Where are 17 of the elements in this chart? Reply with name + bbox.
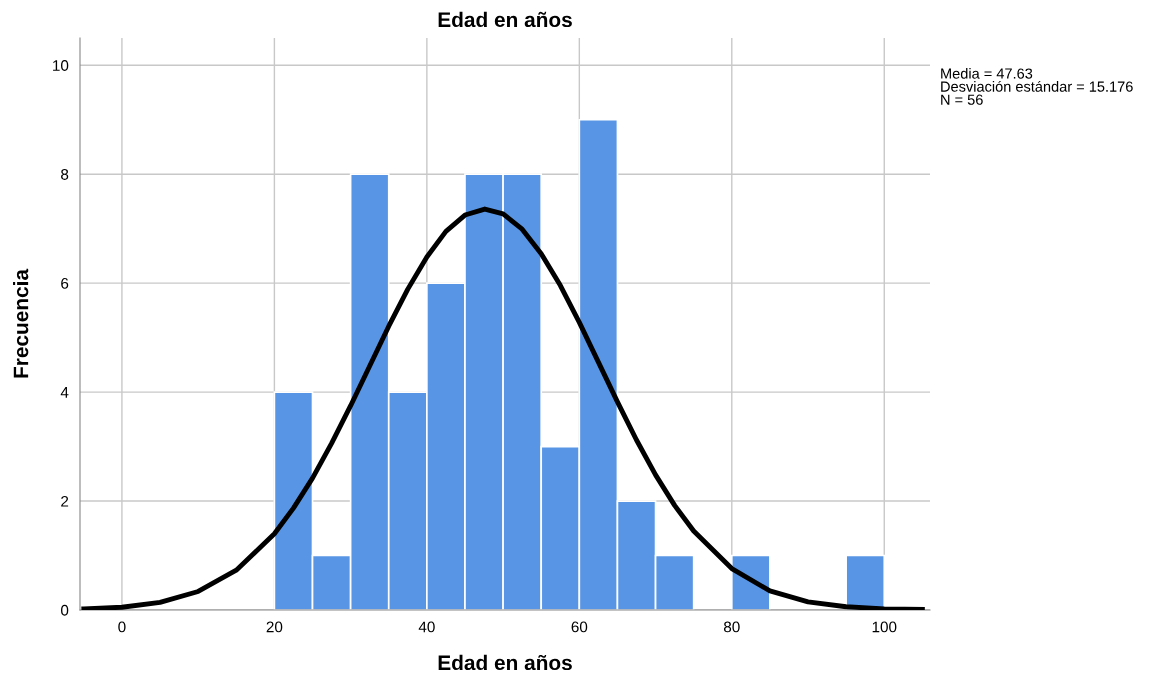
x-tick-label: 40 xyxy=(418,621,435,633)
x-tick-label: 80 xyxy=(723,621,740,633)
text: Media = 47.63 Desviación estándar = 15.176 N = 56 xyxy=(941,68,1133,105)
x-tick-label: 20 xyxy=(266,621,283,633)
line-series xyxy=(81,206,925,610)
y-tick-label: 10 xyxy=(53,60,69,71)
chart-title: Edad en años xyxy=(438,11,572,28)
y-axis-title: Frecuencia xyxy=(13,268,29,378)
y-tick-label: 4 xyxy=(60,387,69,398)
x-tick-label: 0 xyxy=(118,621,126,633)
y-tick-label: 8 xyxy=(61,169,69,180)
y-tick-label: 0 xyxy=(60,604,69,616)
y-tick-label: 2 xyxy=(61,495,69,507)
x-tick-label: 100 xyxy=(872,621,897,633)
x-tick-label: 60 xyxy=(571,621,588,633)
y-tick-label: 6 xyxy=(61,278,69,289)
x-axis-title: Edad en años xyxy=(438,654,572,671)
